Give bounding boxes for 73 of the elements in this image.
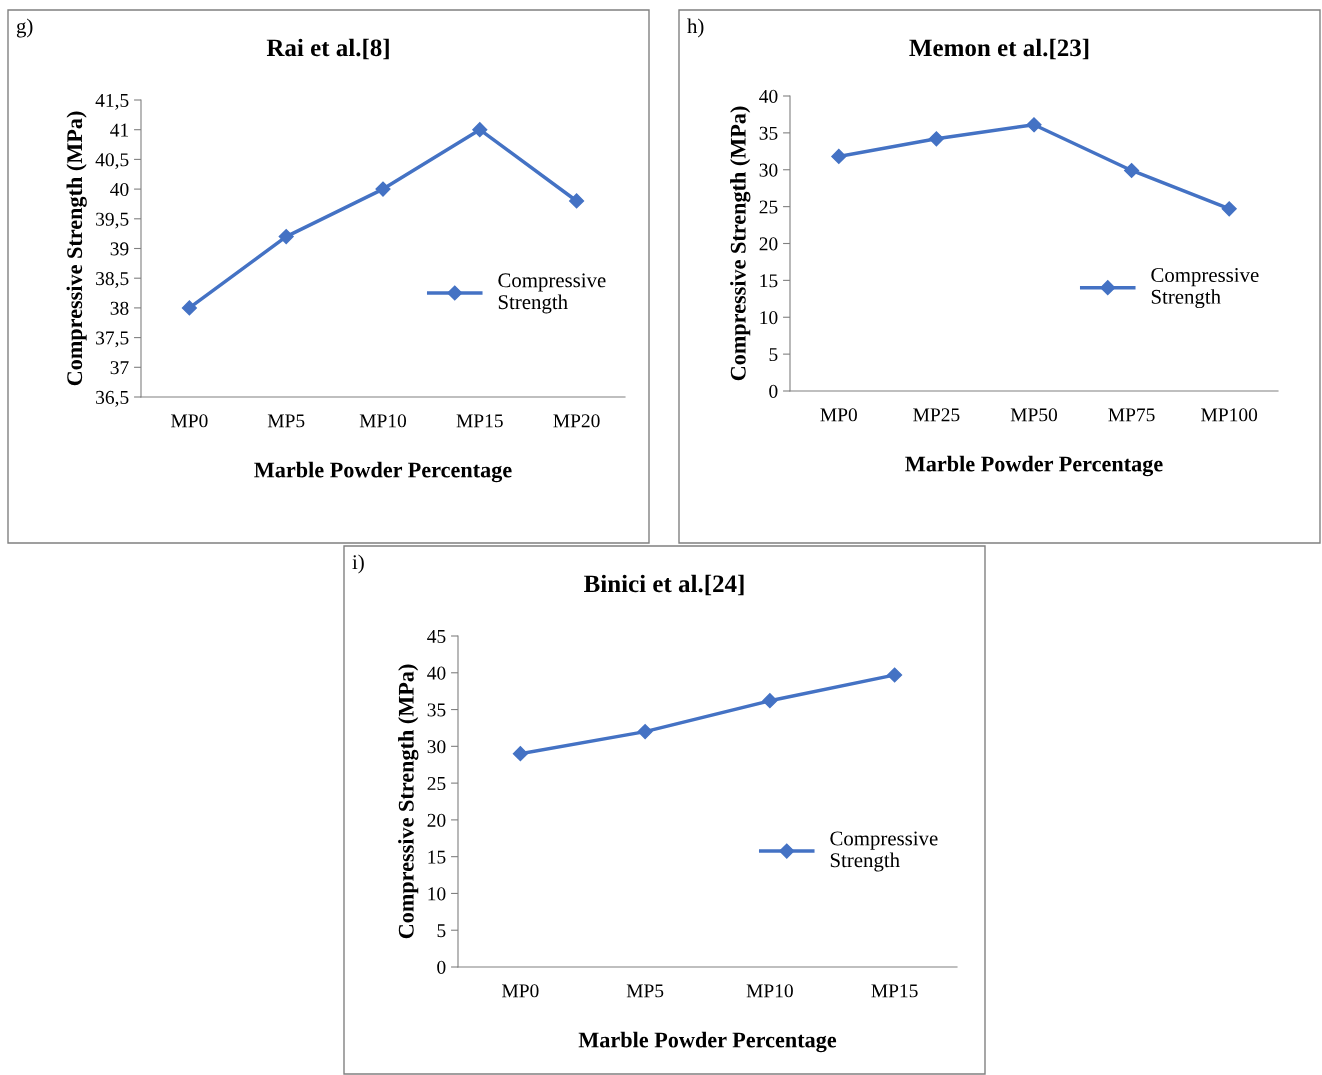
y-tick-label: 5 xyxy=(437,924,446,938)
point xyxy=(1124,162,1140,179)
point xyxy=(637,724,653,740)
x-tick-label: MP50 xyxy=(1010,408,1058,422)
y-tick-label: 37,5 xyxy=(96,331,129,348)
y-tick-label: 38,5 xyxy=(96,272,129,288)
x-tick-label: MP5 xyxy=(626,984,664,998)
y-tick-label: 40,5 xyxy=(95,153,129,170)
x-tick-label: MP15 xyxy=(456,414,503,428)
y-axis-title: Compressive Strength (MPa) xyxy=(398,664,419,939)
legend-label: Compressive Strength xyxy=(1151,268,1259,309)
text: i) xyxy=(352,554,364,574)
point xyxy=(887,667,903,683)
y-tick-label: 40 xyxy=(427,666,446,680)
chart-title: Binici et al.[24] xyxy=(584,574,744,596)
point xyxy=(1026,117,1042,133)
x-tick-label: MP25 xyxy=(913,408,960,422)
y-tick-label: 15 xyxy=(760,274,778,288)
y-tick-label: 30 xyxy=(759,163,778,177)
y-tick-label: 20 xyxy=(427,813,446,827)
point xyxy=(181,300,197,316)
y-axis-title: Compressive Strength (MPa) xyxy=(66,111,87,386)
x-tick-label: MP15 xyxy=(871,984,918,998)
y-tick-label: 38 xyxy=(110,301,129,315)
chart-title: Memon et al.[23] xyxy=(909,38,1089,60)
text: g) xyxy=(16,18,33,38)
y-tick-label: 41,5 xyxy=(95,93,129,110)
point xyxy=(472,122,488,138)
y-tick-label: 5 xyxy=(769,348,778,362)
x-tick-label: MP0 xyxy=(171,414,208,428)
x-tick-label: MP75 xyxy=(1108,408,1155,422)
point xyxy=(928,131,944,147)
y-tick-label: 20 xyxy=(759,237,778,251)
y-tick-label: 40 xyxy=(759,89,778,103)
x-axis-title: Marble Powder Percentage xyxy=(578,1031,837,1053)
chart-title: Rai et al.[8] xyxy=(266,38,389,60)
y-axis-title: Compressive Strength (MPa) xyxy=(730,106,751,381)
x-axis-title: Marble Powder Percentage xyxy=(254,461,512,483)
x-tick-label: MP100 xyxy=(1201,408,1258,422)
y-tick-label: 10 xyxy=(760,311,778,325)
point xyxy=(512,746,528,762)
y-tick-label: 30 xyxy=(427,740,446,754)
y-tick-label: 40 xyxy=(110,182,129,197)
y-tick-label: 35 xyxy=(427,703,446,717)
x-tick-label: MP5 xyxy=(267,414,305,428)
legend-label: Compressive Strength xyxy=(498,273,606,314)
y-tick-label: 45 xyxy=(427,629,446,643)
x-tick-label: MP0 xyxy=(502,984,539,998)
y-tick-label: 39,5 xyxy=(96,212,129,229)
y-tick-label: 35 xyxy=(759,126,778,140)
point xyxy=(375,181,391,197)
y-tick-label: 25 xyxy=(759,200,778,214)
x-tick-label: MP20 xyxy=(553,414,600,428)
x-tick-label: MP0 xyxy=(820,408,857,422)
y-tick-label: 41 xyxy=(110,123,129,137)
point xyxy=(831,148,847,165)
y-tick-label: 15 xyxy=(428,850,446,864)
legend-label: Compressive Strength xyxy=(830,831,938,872)
point xyxy=(278,229,294,245)
point xyxy=(1221,201,1237,217)
y-tick-label: 0 xyxy=(437,960,446,974)
y-tick-label: 0 xyxy=(769,384,778,398)
text: h) xyxy=(687,18,704,38)
y-tick-label: 36,5 xyxy=(96,390,129,407)
point xyxy=(569,193,585,209)
x-tick-label: MP10 xyxy=(746,984,793,998)
y-tick-label: 10 xyxy=(428,887,446,901)
x-tick-label: MP10 xyxy=(359,414,407,428)
x-axis-title: Marble Powder Percentage xyxy=(905,455,1163,477)
y-tick-label: 37 xyxy=(110,361,129,375)
y-tick-label: 39 xyxy=(110,242,129,256)
point xyxy=(762,693,778,709)
y-tick-label: 25 xyxy=(427,776,446,791)
